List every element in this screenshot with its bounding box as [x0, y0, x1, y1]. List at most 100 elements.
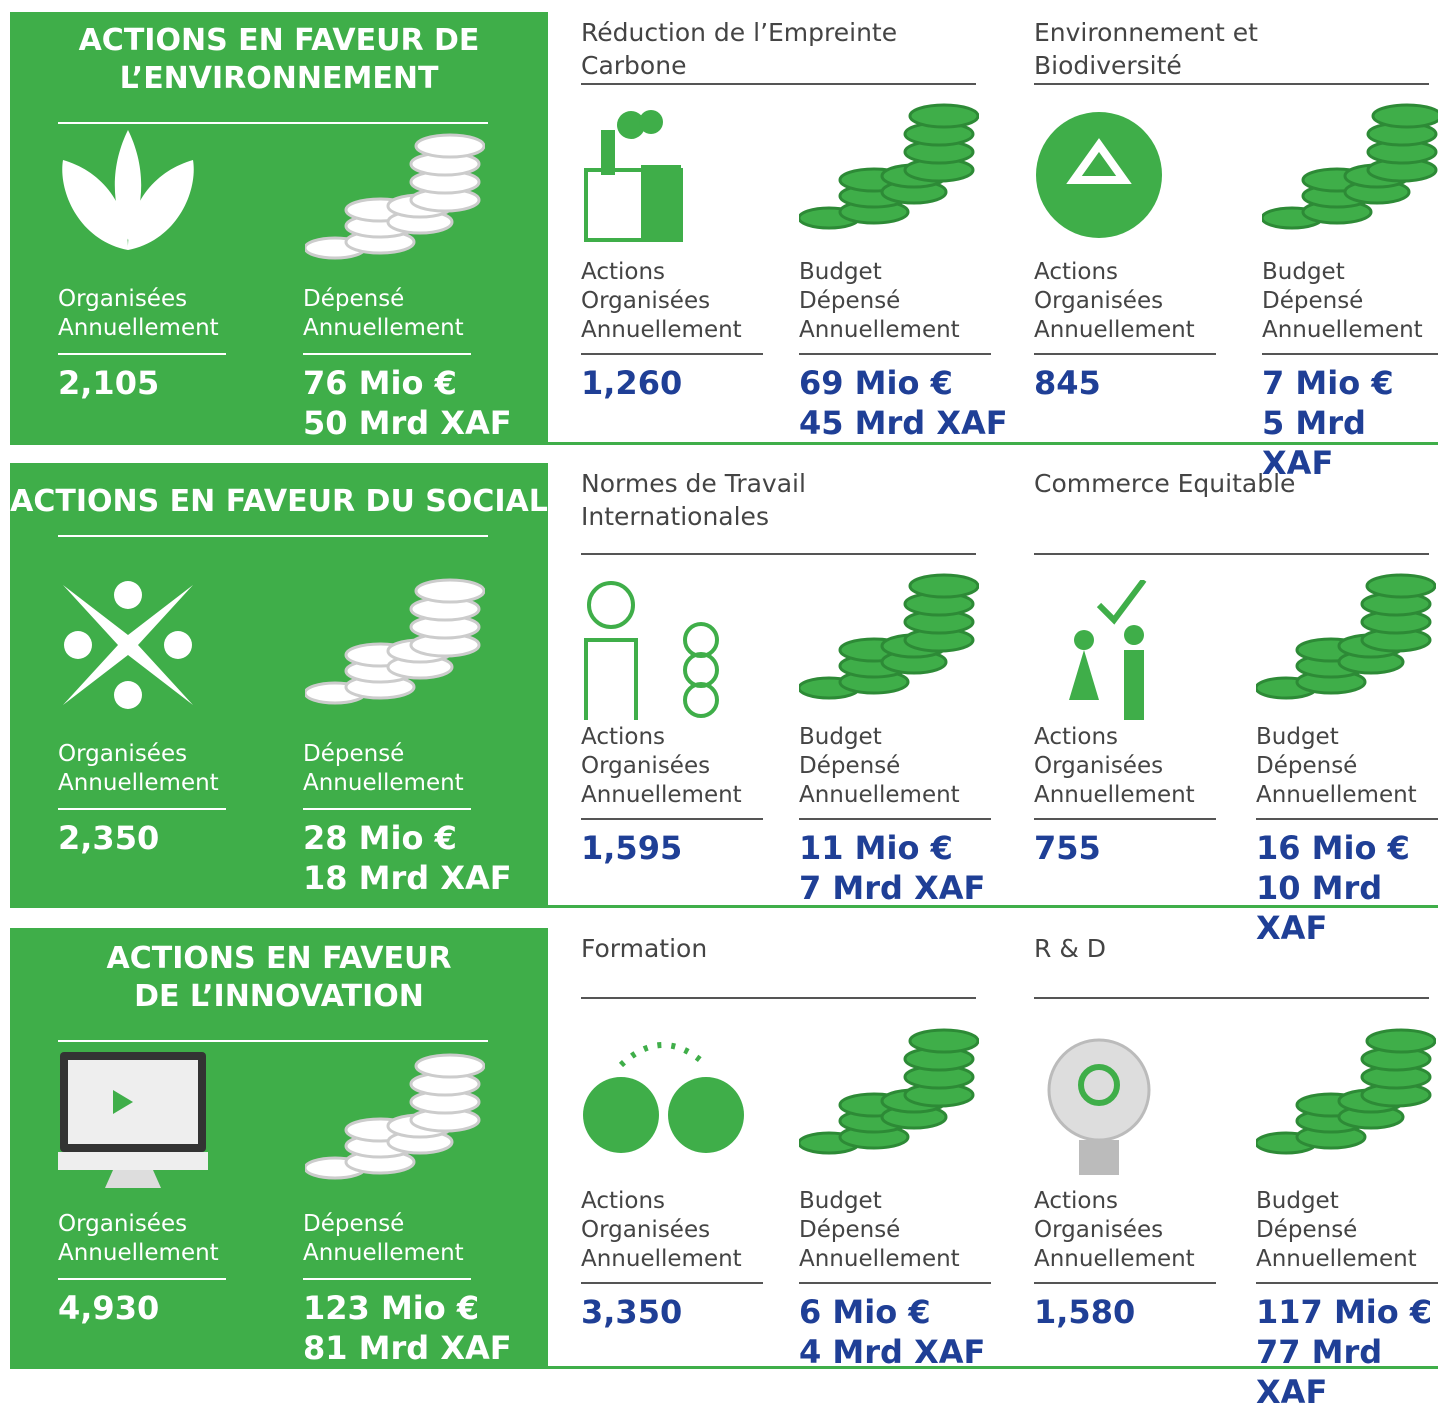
item-icon-svg — [1047, 1038, 1151, 1175]
item-label: Organisées — [1034, 1217, 1164, 1243]
item-value: 845 — [1034, 364, 1101, 402]
coins-icon-svg — [305, 130, 485, 270]
panel-value: 18 Mrd XAF — [303, 859, 512, 897]
item-title: Biodiversité — [1034, 51, 1182, 80]
item-value: 10 Mrd XAF — [1256, 869, 1383, 947]
item-label: Annuellement — [1034, 317, 1195, 343]
panel-title: ACTIONS EN FAVEUR — [106, 941, 452, 976]
item-icon — [1034, 578, 1204, 725]
coins-icon-svg — [799, 1025, 979, 1165]
item-icon-svg — [1036, 112, 1162, 238]
item-title: Environnement et — [1034, 18, 1258, 47]
panel-value: 76 Mio € — [303, 364, 457, 402]
panel-label: Organisées — [58, 286, 188, 312]
panel-rule — [58, 1278, 226, 1280]
item-value: 45 Mrd XAF — [799, 404, 1008, 442]
item-label: Dépensé — [1256, 753, 1358, 779]
coins-icon-svg — [305, 1050, 485, 1190]
panel-label: Dépensé — [303, 741, 405, 767]
panel-label: Annuellement — [58, 315, 219, 341]
panel-rule — [303, 353, 471, 355]
panel-icon-svg — [62, 130, 194, 250]
coins-icon-svg — [1256, 570, 1436, 710]
panel-value: 28 Mio € — [303, 819, 457, 857]
item-icon-svg — [1069, 578, 1147, 720]
coins-icon-svg — [799, 100, 979, 240]
item-value: 69 Mio € — [799, 364, 953, 402]
panel-rule — [58, 535, 488, 537]
panel-value: 50 Mrd XAF — [303, 404, 512, 442]
item-label: Dépensé — [799, 753, 901, 779]
coins-icon — [1256, 1025, 1436, 1165]
panel-icon — [58, 575, 208, 715]
item-label: Dépensé — [799, 1217, 901, 1243]
item-icon-svg — [584, 110, 683, 242]
item-title: Carbone — [581, 51, 687, 80]
coins-icon-svg — [1262, 100, 1438, 240]
item-value: 7 Mrd XAF — [799, 869, 986, 907]
item-icon — [1034, 110, 1204, 255]
panel-rule — [58, 122, 488, 124]
item-icon — [581, 1035, 751, 1180]
coins-icon-svg — [1256, 1025, 1436, 1165]
item-label: Actions — [581, 1188, 666, 1214]
item-title-rule — [581, 553, 976, 555]
panel-title: L’ENVIRONNEMENT — [119, 61, 439, 96]
item-rule — [581, 353, 763, 355]
item-label: Annuellement — [799, 1246, 960, 1272]
coins-icon-svg — [305, 575, 485, 715]
item-label: Organisées — [581, 753, 711, 779]
item-rule — [1034, 1282, 1216, 1284]
item-value: 4 Mrd XAF — [799, 1333, 986, 1371]
panel-label: Annuellement — [303, 770, 464, 796]
panel-rule — [303, 1278, 471, 1280]
item-title: Normes de Travail — [581, 469, 806, 498]
item-label: Annuellement — [581, 1246, 742, 1272]
item-title: R & D — [1034, 934, 1107, 963]
item-rule — [581, 1282, 763, 1284]
item-label: Budget — [799, 259, 882, 285]
item-icon — [1034, 1035, 1204, 1180]
item-label: Budget — [799, 1188, 882, 1214]
item-rule — [799, 353, 991, 355]
row-rule — [548, 905, 1438, 908]
item-label: Budget — [1256, 1188, 1339, 1214]
item-label: Budget — [1256, 724, 1339, 750]
item-label: Actions — [1034, 724, 1119, 750]
item-label: Budget — [799, 724, 882, 750]
item-label: Actions — [1034, 259, 1119, 285]
item-label: Annuellement — [1256, 1246, 1417, 1272]
item-title-rule — [1034, 997, 1429, 999]
panel-value: 2,105 — [58, 364, 160, 402]
item-value: 3,350 — [581, 1293, 683, 1331]
panel-label: Dépensé — [303, 286, 405, 312]
item-title-rule — [1034, 83, 1429, 85]
item-icon-svg — [584, 581, 719, 720]
item-label: Annuellement — [1034, 1246, 1195, 1272]
item-title: Formation — [581, 934, 708, 963]
row-rule — [548, 1366, 1438, 1369]
item-value: 1,595 — [581, 829, 683, 867]
panel-value: 4,930 — [58, 1289, 160, 1327]
item-label: Dépensé — [1262, 288, 1364, 314]
category-panel — [10, 463, 548, 908]
item-label: Annuellement — [581, 317, 742, 343]
item-title-rule — [581, 997, 976, 999]
item-label: Actions — [581, 724, 666, 750]
item-rule — [1262, 353, 1438, 355]
item-title: Internationales — [581, 502, 769, 531]
item-icon — [581, 110, 751, 255]
coins-icon — [1262, 100, 1438, 240]
item-label: Budget — [1262, 259, 1345, 285]
row-rule — [548, 442, 1438, 445]
panel-icon-svg — [58, 1052, 208, 1188]
coins-icon — [799, 1025, 979, 1165]
panel-value: 2,350 — [58, 819, 160, 857]
item-rule — [581, 818, 763, 820]
panel-value: 123 Mio € — [303, 1289, 480, 1327]
item-value: 77 Mrd XAF — [1256, 1333, 1383, 1411]
item-value: 16 Mio € — [1256, 829, 1410, 867]
panel-label: Organisées — [58, 741, 188, 767]
panel-rule — [58, 1040, 488, 1042]
item-label: Annuellement — [799, 782, 960, 808]
